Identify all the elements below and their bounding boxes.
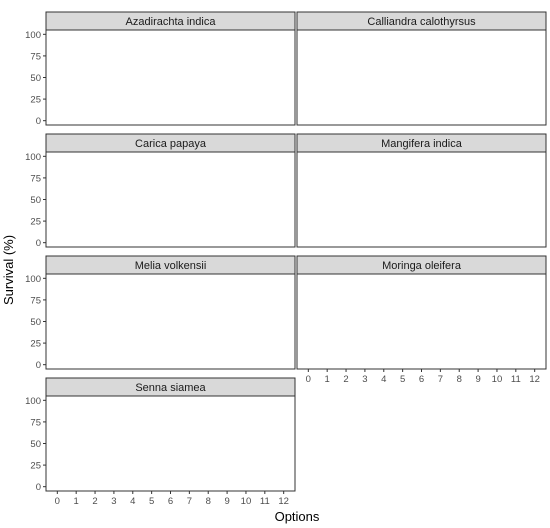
y-axis-title: Survival (%) [1, 235, 16, 305]
panel-border [45, 151, 296, 248]
y-tick-label: 75 [30, 51, 41, 62]
x-tick-label: 8 [457, 374, 462, 385]
strip-title: Senna siamea [135, 382, 206, 394]
panel-border [296, 273, 547, 370]
x-tick-label: 12 [278, 496, 289, 507]
y-tick-label: 50 [30, 195, 41, 206]
x-tick-label: 7 [438, 374, 443, 385]
y-tick-label: 25 [30, 95, 41, 106]
panel-border [296, 151, 547, 248]
x-tick-label: 9 [475, 374, 480, 385]
y-tick-label: 25 [30, 339, 41, 350]
panel-border [45, 29, 296, 126]
x-tick-label: 3 [111, 496, 116, 507]
y-tick-label: 100 [25, 274, 41, 285]
y-tick-label: 75 [30, 173, 41, 184]
x-tick-label: 11 [511, 374, 521, 385]
y-tick-label: 0 [36, 238, 41, 249]
y-tick-label: 25 [30, 217, 41, 228]
y-tick-label: 75 [30, 417, 41, 428]
x-tick-label: 0 [306, 374, 311, 385]
panel-mangifera-indica: Mangifera indica [296, 133, 547, 248]
x-tick-label: 11 [260, 496, 270, 507]
panel-border [45, 273, 296, 370]
x-tick-label: 5 [149, 496, 154, 507]
strip-title: Moringa oleifera [382, 260, 462, 272]
panel-azadirachta-indica: Azadirachta indica 0 25 50 75 100 [25, 11, 296, 127]
x-tick-label: 2 [92, 496, 97, 507]
x-tick-label: 1 [74, 496, 79, 507]
y-tick-label: 0 [36, 360, 41, 371]
strip-title: Azadirachta indica [126, 16, 217, 28]
x-tick-label: 2 [343, 374, 348, 385]
panel-border [296, 29, 547, 126]
x-axis-title: Options [275, 509, 320, 524]
y-tick-label: 100 [25, 396, 41, 407]
x-tick-label: 7 [187, 496, 192, 507]
panel-melia-volkensii: Melia volkensii 0 25 50 75 100 [25, 255, 296, 371]
x-tick-label: 4 [381, 374, 386, 385]
y-tick-label: 50 [30, 439, 41, 450]
y-tick-label: 50 [30, 73, 41, 84]
strip-title: Calliandra calothyrsus [367, 16, 476, 28]
x-tick-label: 8 [206, 496, 211, 507]
panel-calliandra-calothyrsus: Calliandra calothyrsus [296, 11, 547, 126]
y-tick-label: 75 [30, 295, 41, 306]
x-tick-label: 6 [168, 496, 173, 507]
x-tick-label: 10 [241, 496, 252, 507]
x-tick-label: 9 [224, 496, 229, 507]
strip-title: Mangifera indica [381, 138, 463, 150]
strip-title: Melia volkensii [135, 260, 207, 272]
x-tick-label: 12 [529, 374, 540, 385]
x-tick-label: 3 [362, 374, 367, 385]
y-tick-label: 100 [25, 152, 41, 163]
x-tick-label: 5 [400, 374, 405, 385]
y-tick-label: 100 [25, 30, 41, 41]
y-tick-label: 0 [36, 482, 41, 493]
x-tick-label: 1 [325, 374, 330, 385]
y-tick-label: 25 [30, 461, 41, 472]
x-tick-label: 4 [130, 496, 135, 507]
y-tick-label: 50 [30, 317, 41, 328]
strip-title: Carica papaya [135, 138, 207, 150]
x-tick-label: 0 [55, 496, 60, 507]
x-tick-label: 6 [419, 374, 424, 385]
panel-carica-papaya: Carica papaya 0 25 50 75 100 [25, 133, 296, 249]
panel-border [45, 395, 296, 492]
y-tick-label: 0 [36, 116, 41, 127]
x-tick-label: 10 [492, 374, 503, 385]
